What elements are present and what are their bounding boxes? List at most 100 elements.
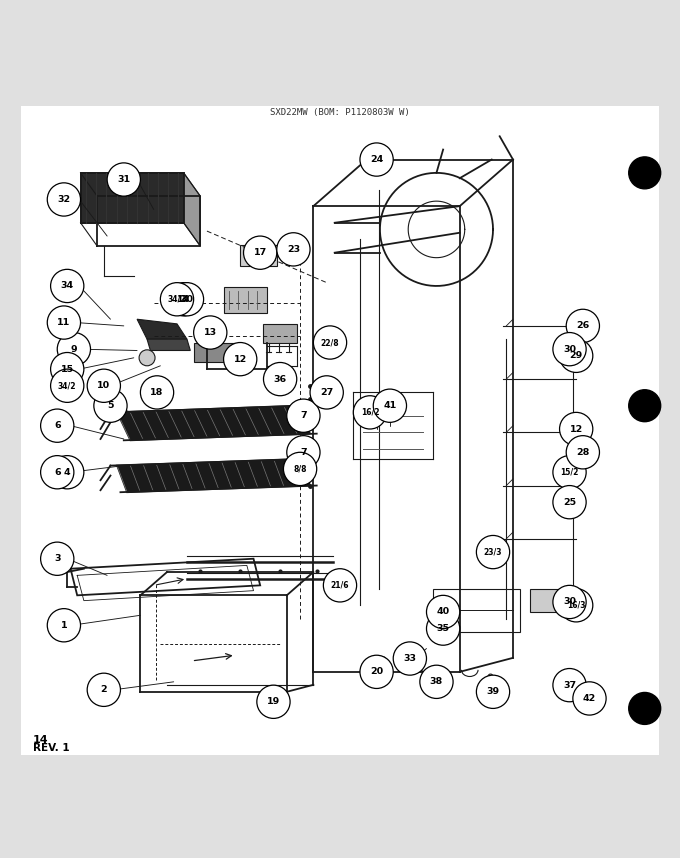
Circle shape bbox=[560, 413, 593, 445]
Text: 17: 17 bbox=[254, 248, 267, 257]
Text: 40: 40 bbox=[437, 607, 449, 616]
Circle shape bbox=[41, 409, 74, 443]
Text: 34: 34 bbox=[61, 281, 74, 291]
Text: 21/6: 21/6 bbox=[330, 581, 350, 589]
Circle shape bbox=[573, 682, 606, 715]
Circle shape bbox=[194, 316, 227, 349]
Circle shape bbox=[560, 589, 593, 622]
Text: 6: 6 bbox=[54, 421, 61, 430]
Text: 28: 28 bbox=[576, 448, 590, 456]
Circle shape bbox=[360, 143, 393, 176]
Text: 30: 30 bbox=[180, 295, 194, 304]
Polygon shape bbox=[80, 172, 184, 223]
Circle shape bbox=[426, 595, 460, 629]
Text: 34/2: 34/2 bbox=[168, 295, 186, 304]
Circle shape bbox=[41, 542, 74, 576]
Circle shape bbox=[48, 608, 80, 642]
Circle shape bbox=[160, 282, 194, 316]
Circle shape bbox=[477, 535, 509, 569]
Polygon shape bbox=[117, 406, 310, 440]
Circle shape bbox=[553, 333, 586, 366]
FancyBboxPatch shape bbox=[240, 245, 277, 266]
Circle shape bbox=[107, 163, 140, 196]
Text: 3: 3 bbox=[54, 554, 61, 563]
Circle shape bbox=[373, 389, 407, 422]
Text: 24: 24 bbox=[370, 155, 384, 164]
Circle shape bbox=[553, 456, 586, 489]
Circle shape bbox=[50, 269, 84, 303]
Circle shape bbox=[50, 353, 84, 386]
Circle shape bbox=[257, 686, 290, 718]
Circle shape bbox=[224, 342, 257, 376]
FancyBboxPatch shape bbox=[263, 323, 296, 342]
Circle shape bbox=[48, 183, 80, 216]
Circle shape bbox=[277, 233, 310, 266]
Text: 39: 39 bbox=[486, 687, 500, 697]
Text: 34/2: 34/2 bbox=[58, 381, 76, 390]
Circle shape bbox=[629, 390, 661, 421]
Circle shape bbox=[566, 436, 600, 469]
Circle shape bbox=[48, 306, 80, 339]
Circle shape bbox=[94, 389, 127, 422]
FancyBboxPatch shape bbox=[433, 589, 520, 632]
Text: 11: 11 bbox=[57, 318, 71, 327]
Text: 13: 13 bbox=[204, 328, 217, 337]
Text: 41: 41 bbox=[384, 402, 396, 410]
Circle shape bbox=[426, 612, 460, 645]
Text: 18: 18 bbox=[150, 388, 164, 397]
Text: 38: 38 bbox=[430, 677, 443, 686]
Text: REV. 1: REV. 1 bbox=[33, 743, 69, 753]
Text: 1: 1 bbox=[61, 621, 67, 630]
Circle shape bbox=[553, 486, 586, 519]
Text: 16/2: 16/2 bbox=[360, 408, 379, 417]
Circle shape bbox=[566, 309, 600, 342]
Polygon shape bbox=[71, 559, 260, 595]
Circle shape bbox=[629, 157, 661, 189]
Text: 30: 30 bbox=[563, 597, 576, 607]
Circle shape bbox=[243, 236, 277, 269]
Circle shape bbox=[477, 675, 509, 709]
FancyBboxPatch shape bbox=[224, 287, 267, 312]
Circle shape bbox=[87, 369, 120, 402]
Text: 2: 2 bbox=[101, 686, 107, 694]
Circle shape bbox=[324, 569, 356, 602]
Circle shape bbox=[287, 436, 320, 469]
Polygon shape bbox=[194, 342, 233, 362]
Text: 15/2: 15/2 bbox=[560, 468, 579, 477]
Text: SXD22MW (BOM: P1120803W W): SXD22MW (BOM: P1120803W W) bbox=[270, 108, 410, 118]
Text: 19: 19 bbox=[267, 698, 280, 706]
Circle shape bbox=[167, 282, 201, 316]
Circle shape bbox=[354, 396, 386, 429]
Circle shape bbox=[50, 369, 84, 402]
Text: 12: 12 bbox=[570, 425, 583, 433]
Circle shape bbox=[87, 674, 120, 706]
Polygon shape bbox=[184, 172, 201, 246]
Circle shape bbox=[140, 376, 173, 409]
Circle shape bbox=[360, 656, 393, 688]
Circle shape bbox=[393, 642, 426, 675]
Circle shape bbox=[171, 282, 203, 316]
Circle shape bbox=[560, 339, 593, 372]
Text: 25: 25 bbox=[563, 498, 576, 507]
Polygon shape bbox=[137, 319, 187, 339]
Circle shape bbox=[310, 376, 343, 409]
Circle shape bbox=[139, 350, 155, 366]
Text: 36: 36 bbox=[273, 375, 287, 384]
Text: 20: 20 bbox=[370, 668, 383, 676]
Text: 32: 32 bbox=[57, 195, 71, 204]
Circle shape bbox=[284, 452, 317, 486]
Text: 14: 14 bbox=[33, 734, 48, 745]
Text: 42: 42 bbox=[583, 694, 596, 703]
Text: 7: 7 bbox=[300, 448, 307, 456]
Circle shape bbox=[629, 692, 661, 724]
Circle shape bbox=[553, 585, 586, 619]
Text: 10: 10 bbox=[97, 381, 110, 390]
Text: 6: 6 bbox=[54, 468, 61, 477]
Text: 7: 7 bbox=[300, 411, 307, 420]
Circle shape bbox=[41, 456, 74, 489]
Polygon shape bbox=[147, 339, 190, 351]
Text: 23: 23 bbox=[287, 245, 300, 254]
Text: 37: 37 bbox=[563, 680, 576, 690]
Circle shape bbox=[553, 668, 586, 702]
Text: 33: 33 bbox=[403, 654, 416, 663]
